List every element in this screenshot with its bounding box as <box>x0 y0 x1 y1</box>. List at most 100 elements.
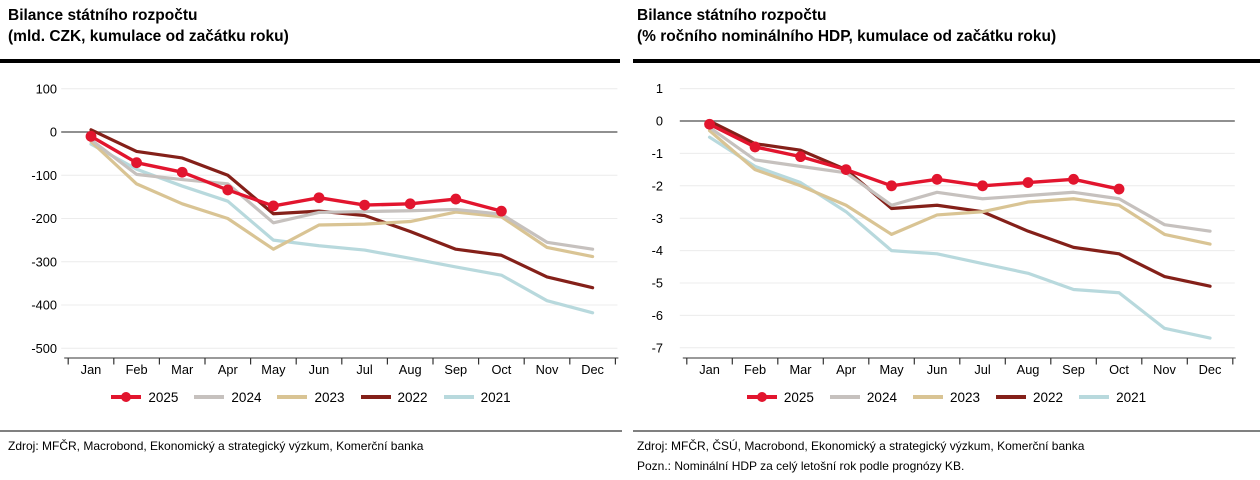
panel-budget-balance-gdp: Bilance státního rozpočtu (% ročního nom… <box>633 0 1260 480</box>
legend-item-2021: 2021 <box>1079 390 1146 405</box>
series-line-2024 <box>89 138 595 251</box>
legend-label: 2025 <box>148 389 179 405</box>
x-axis-month-label: Jan <box>699 362 720 377</box>
series-line-2021 <box>707 135 1212 340</box>
y-axis-tick-label: -6 <box>652 308 663 323</box>
legend-line-swatch <box>111 392 142 402</box>
source-block: Zdroj: MFČR, ČSÚ, Macrobond, Ekonomický … <box>637 436 1256 476</box>
legend-line-swatch <box>277 395 308 399</box>
y-axis-tick-label: -4 <box>652 243 663 258</box>
legend-line-swatch <box>194 395 225 399</box>
y-axis-tick-label: -2 <box>652 178 663 193</box>
legend-label: 2022 <box>1033 389 1064 405</box>
legend-label: 2023 <box>949 389 981 405</box>
series-line-2023 <box>89 139 595 259</box>
data-point-2025 <box>404 198 416 210</box>
x-axis-month-label: Dec <box>581 362 604 377</box>
data-point-2025 <box>313 192 325 204</box>
x-axis-month-label: Apr <box>218 362 239 377</box>
chart-title-block: Bilance státního rozpočtu (mld. CZK, kum… <box>8 5 618 47</box>
legend-label: 2022 <box>397 389 428 405</box>
source-text: Zdroj: MFČR, Macrobond, Ekonomický a str… <box>8 439 424 453</box>
data-point-2025 <box>176 166 188 178</box>
legend-line-swatch <box>829 395 860 399</box>
x-axis-month-label: Jun <box>309 362 330 377</box>
legend-item-2023: 2023 <box>912 389 981 405</box>
x-axis-month-label: Sep <box>1062 362 1085 377</box>
data-point-2025 <box>704 118 715 130</box>
title-underline-rule <box>633 59 1260 63</box>
legend-line-swatch <box>996 395 1027 399</box>
legend-line-swatch <box>360 395 391 399</box>
source-block: Zdroj: MFČR, Macrobond, Ekonomický a str… <box>8 436 618 456</box>
chart-legend: 2025 2024 2023 2022 2021 <box>0 384 622 410</box>
source-divider-rule <box>0 430 622 432</box>
x-axis-month-label: Jan <box>81 362 102 377</box>
y-axis-tick-label: 100 <box>36 81 57 96</box>
legend-marker-dot <box>121 392 132 402</box>
y-axis-tick-label: -3 <box>652 211 663 226</box>
data-point-2025 <box>795 151 806 163</box>
legend-label: 2021 <box>480 389 511 405</box>
data-point-2025 <box>131 157 143 169</box>
x-axis-month-label: Dec <box>1199 362 1222 377</box>
y-axis-tick-label: -100 <box>31 168 57 183</box>
legend-item-2023: 2023 <box>277 390 345 405</box>
y-axis-tick-label: -200 <box>31 211 57 226</box>
panel-budget-balance-czk: Bilance státního rozpočtu (mld. CZK, kum… <box>0 0 622 480</box>
series-line-2022 <box>707 119 1212 288</box>
x-axis-month-label: Oct <box>1109 362 1129 377</box>
y-axis-tick-label: -5 <box>652 276 663 291</box>
x-axis-month-label: Oct <box>491 362 511 377</box>
y-axis-tick-label: 1 <box>656 81 663 96</box>
data-point-2025 <box>977 180 988 192</box>
source-text: Zdroj: MFČR, ČSÚ, Macrobond, Ekonomický … <box>637 439 1085 453</box>
legend-label: 2024 <box>866 389 897 405</box>
x-axis-month-label: Mar <box>790 362 813 377</box>
series-line-2021 <box>89 142 595 315</box>
legend-item-2025: 2025 <box>746 389 814 405</box>
data-point-2025 <box>359 199 370 211</box>
chart-legend: 2025 2024 2023 2022 2021 <box>633 384 1260 410</box>
x-axis-month-label: Sep <box>444 362 467 377</box>
data-point-2025 <box>496 205 507 217</box>
title-underline-rule <box>0 59 620 63</box>
x-axis-month-label: Feb <box>126 362 148 377</box>
y-axis-tick-label: 0 <box>656 114 663 129</box>
y-axis-tick-label: -400 <box>31 298 57 313</box>
chart-title: Bilance státního rozpočtu <box>637 7 827 24</box>
data-point-2025 <box>222 184 234 196</box>
chart-subtitle: (% ročního nominálního HDP, kumulace od … <box>637 28 1057 45</box>
x-axis-month-label: Feb <box>744 362 766 377</box>
y-axis-tick-label: -300 <box>31 254 57 269</box>
legend-item-2025: 2025 <box>111 390 178 405</box>
budget-balance-czk-chart: 100 0 -100 -200 -300 -400 -500 Jan Feb Mar Apr May J… <box>31 81 619 377</box>
x-axis-month-label: Aug <box>1017 362 1040 377</box>
budget-balance-gdp-chart: 1 0 -1 -2 -3 -4 -5 -6 -7 Jan Feb Mar Apr May Jun Jul Aug… <box>652 81 1236 377</box>
chart-title-block: Bilance státního rozpočtu (% ročního nom… <box>637 5 1256 47</box>
legend-marker-dot <box>756 392 767 402</box>
legend-label: 2025 <box>783 389 814 405</box>
data-point-2025 <box>1022 177 1034 188</box>
data-point-2025 <box>85 130 97 142</box>
x-axis-month-label: Nov <box>536 362 559 377</box>
chart-title: Bilance státního rozpočtu <box>8 7 198 24</box>
x-axis-month-label: Jul <box>356 362 372 377</box>
y-axis-tick-label: -500 <box>31 341 57 356</box>
legend-line-swatch <box>1079 395 1110 399</box>
data-point-2025 <box>886 180 897 192</box>
legend-item-2022: 2022 <box>360 389 428 405</box>
x-axis-month-label: Mar <box>171 362 194 377</box>
series-line-2023 <box>707 129 1212 246</box>
data-point-2025 <box>450 193 462 205</box>
legend-item-2021: 2021 <box>443 389 511 405</box>
legend-item-2024: 2024 <box>194 390 261 405</box>
legend-label: 2021 <box>1116 389 1147 405</box>
x-axis-month-label: May <box>879 362 904 377</box>
y-axis-tick-label: 0 <box>50 125 57 140</box>
data-point-2025 <box>840 164 852 175</box>
legend-item-2022: 2022 <box>996 390 1063 405</box>
note-text: Pozn.: Nominální HDP za celý letošní rok… <box>637 459 965 473</box>
source-divider-rule <box>633 430 1260 432</box>
